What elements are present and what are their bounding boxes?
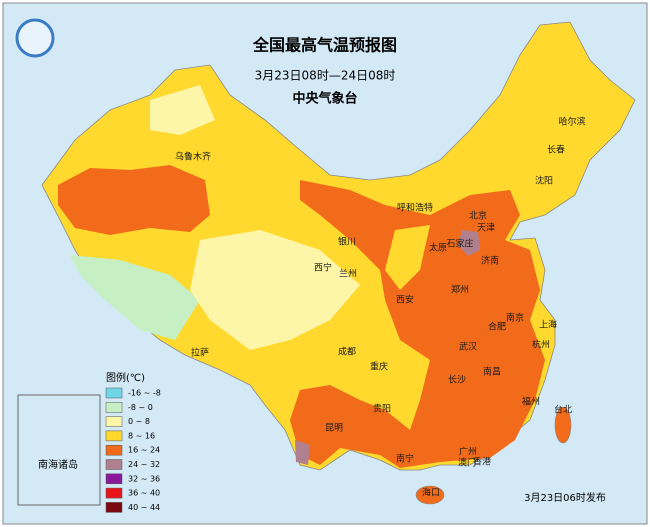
city-label: 福州 bbox=[522, 396, 540, 408]
city-label: 哈尔滨 bbox=[558, 116, 585, 128]
inset-label: 南海诸岛 bbox=[38, 458, 78, 471]
legend-label: -16 ~ -8 bbox=[128, 389, 161, 398]
footer: 3月23日06时发布 bbox=[524, 491, 606, 504]
city-label: 海口 bbox=[422, 487, 440, 499]
mild-region bbox=[190, 230, 360, 350]
city-label: 南宁 bbox=[396, 453, 414, 465]
city-label: 太原 bbox=[429, 242, 447, 254]
city-label: 南昌 bbox=[483, 366, 501, 378]
hot-region bbox=[295, 440, 310, 465]
city-label: 济南 bbox=[481, 255, 499, 267]
city-label: 西安 bbox=[396, 294, 414, 306]
legend-swatch bbox=[105, 502, 123, 513]
subtitle: 3月23日08时—24日08时 bbox=[255, 69, 396, 83]
city-label: 贵阳 bbox=[373, 403, 391, 415]
legend-label: 24 ~ 32 bbox=[128, 460, 160, 469]
logo bbox=[15, 18, 55, 58]
warm-region bbox=[58, 165, 210, 235]
city-label: 重庆 bbox=[370, 361, 388, 373]
legend-swatch bbox=[105, 473, 123, 485]
city-label: 呼和浩特 bbox=[397, 202, 433, 214]
city-label: 南京 bbox=[506, 312, 524, 324]
city-label: 澳门 bbox=[458, 457, 476, 469]
inset-box bbox=[17, 394, 101, 506]
city-label: 郑州 bbox=[451, 284, 469, 296]
mild-region bbox=[385, 225, 430, 290]
legend-swatch bbox=[105, 444, 123, 456]
legend-swatch bbox=[105, 402, 123, 413]
legend-swatch bbox=[105, 487, 123, 499]
legend: -16 ~ -8 -8 ~ 0 0 ~ 8 8 ~ 16 16 ~ 24 24 ~ 32 3… bbox=[105, 387, 161, 513]
legend-label: 0 ~ 8 bbox=[128, 417, 150, 426]
city-label: 石家庄 bbox=[446, 238, 473, 250]
city-label: 兰州 bbox=[339, 268, 357, 280]
warm-region bbox=[290, 180, 545, 468]
cool-region bbox=[70, 255, 200, 340]
city-label: 西宁 bbox=[314, 262, 332, 274]
city-label: 拉萨 bbox=[191, 347, 209, 359]
city-label: 杭州 bbox=[532, 339, 550, 351]
legend-label: 32 ~ 36 bbox=[128, 474, 160, 483]
city-label: 广州 bbox=[459, 446, 477, 458]
agency: 中央气象台 bbox=[292, 91, 357, 107]
city-label: 合肥 bbox=[488, 321, 506, 333]
legend-swatch bbox=[105, 416, 123, 427]
legend-label: 36 ~ 40 bbox=[128, 489, 160, 498]
city-label: 昆明 bbox=[325, 423, 343, 434]
island bbox=[415, 485, 445, 505]
city-label: 成都 bbox=[338, 346, 356, 358]
legend-label: 40 ~ 44 bbox=[128, 503, 160, 512]
hot-region bbox=[458, 230, 480, 256]
city-label: 天津 bbox=[477, 223, 495, 234]
city-label: 香港 bbox=[473, 456, 491, 468]
mild-region bbox=[150, 85, 215, 135]
city-label: 沈阳 bbox=[535, 175, 553, 187]
title: 全国最高气温预报图 bbox=[252, 36, 397, 55]
city-label: 上海 bbox=[539, 319, 557, 331]
legend-swatch bbox=[105, 430, 123, 442]
legend-label: 16 ~ 24 bbox=[128, 446, 160, 455]
legend-swatch bbox=[105, 459, 123, 470]
city-label: 台北 bbox=[554, 404, 572, 416]
city-label: 武汉 bbox=[459, 341, 477, 353]
legend-title: 图例(℃) bbox=[106, 371, 145, 384]
legend-label: 8 ~ 16 bbox=[128, 431, 155, 440]
legend-label: -8 ~ 0 bbox=[128, 403, 153, 412]
island bbox=[554, 406, 572, 444]
city-label: 银川 bbox=[338, 236, 356, 248]
city-label: 乌鲁木齐 bbox=[175, 151, 211, 163]
city-label: 长沙 bbox=[448, 374, 466, 386]
legend-swatch bbox=[105, 387, 123, 399]
city-label: 北京 bbox=[469, 210, 487, 222]
city-label: 长春 bbox=[547, 144, 565, 156]
